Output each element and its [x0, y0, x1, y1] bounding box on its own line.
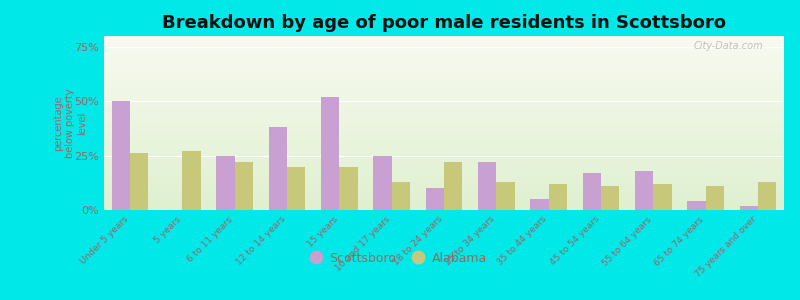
Bar	[426, 188, 444, 210]
Legend: Scottsboro, Alabama: Scottsboro, Alabama	[308, 247, 492, 269]
Title: Breakdown by age of poor male residents in Scottsboro: Breakdown by age of poor male residents …	[162, 14, 726, 32]
Bar	[687, 201, 706, 210]
Bar	[739, 206, 758, 210]
Bar	[339, 167, 358, 210]
Bar	[758, 182, 776, 210]
Bar	[392, 182, 410, 210]
Bar	[234, 162, 253, 210]
Bar	[654, 184, 671, 210]
Bar	[269, 127, 287, 210]
Bar	[321, 97, 339, 210]
Bar	[530, 199, 549, 210]
Bar	[444, 162, 462, 210]
Bar	[287, 167, 306, 210]
Bar	[478, 162, 496, 210]
Y-axis label: percentage
below poverty
level: percentage below poverty level	[54, 88, 87, 158]
Bar	[635, 171, 654, 210]
Bar	[582, 173, 601, 210]
Bar	[374, 156, 392, 210]
Bar	[217, 156, 234, 210]
Text: City-Data.com: City-Data.com	[694, 41, 763, 51]
Bar	[112, 101, 130, 210]
Bar	[182, 151, 201, 210]
Bar	[130, 154, 149, 210]
Bar	[706, 186, 724, 210]
Bar	[549, 184, 567, 210]
Bar	[496, 182, 514, 210]
Bar	[601, 186, 619, 210]
